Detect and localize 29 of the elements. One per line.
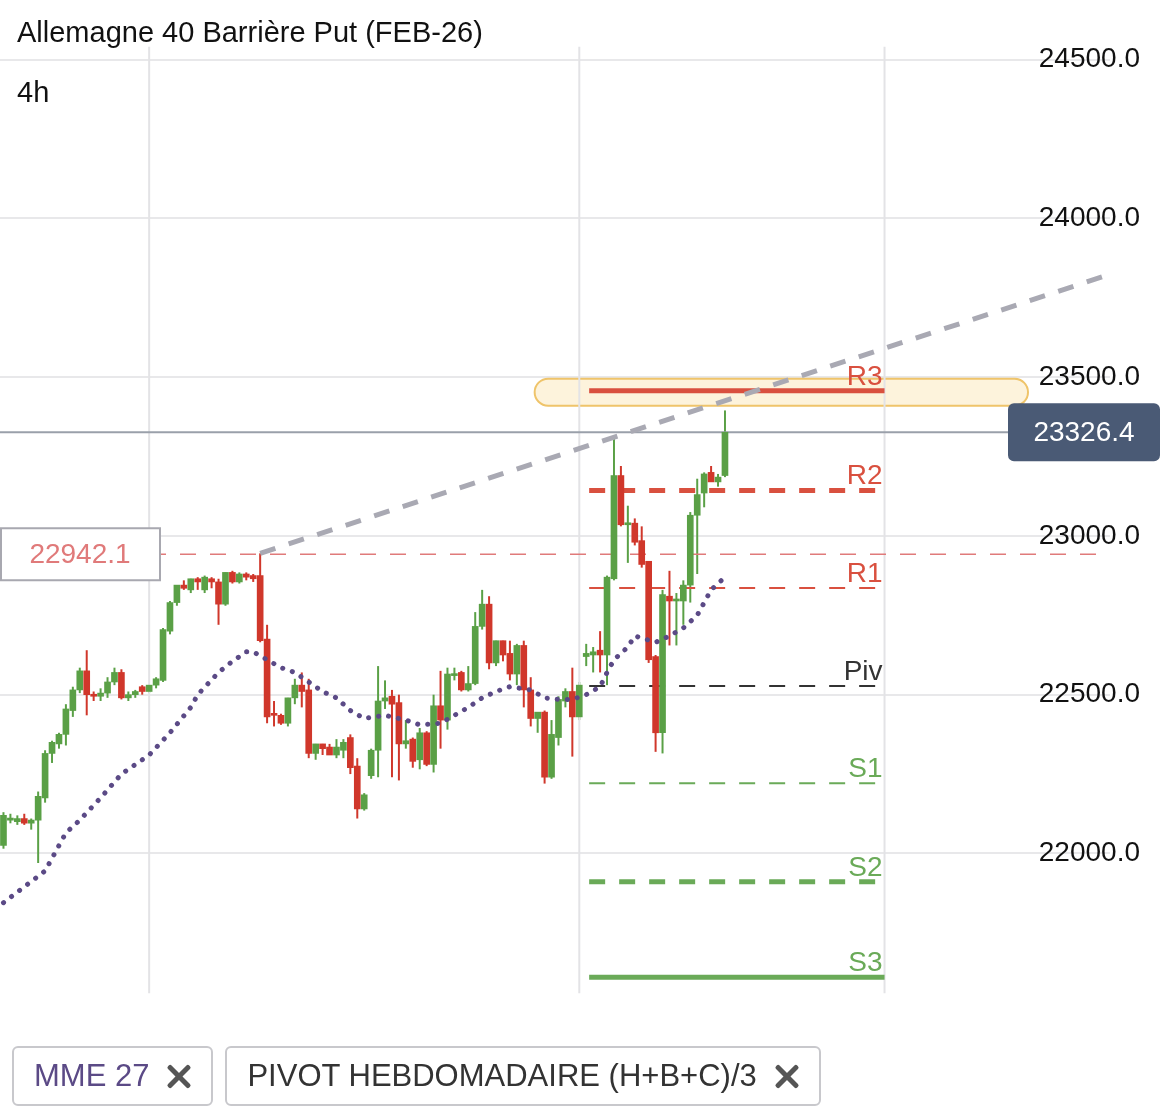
candlestick <box>534 711 541 734</box>
y-tick-label: 24500.0 <box>1038 42 1140 74</box>
candlestick <box>215 577 222 626</box>
candlestick <box>666 569 673 647</box>
y-tick-label: 22500.0 <box>1038 677 1140 709</box>
y-tick-label: 22000.0 <box>1038 836 1140 868</box>
candlestick <box>76 666 84 695</box>
y-tick-label: 23000.0 <box>1038 518 1140 550</box>
y-tick-label: 23500.0 <box>1038 359 1140 391</box>
y-tick-label: 24000.0 <box>1038 201 1140 233</box>
candlestick <box>624 504 632 564</box>
candlestick <box>104 676 111 699</box>
ref-line-label: S3 <box>848 946 883 978</box>
chart-title: Allemagne 40 Barrière Put (FEB-26) <box>17 16 483 49</box>
text: 4h <box>17 76 50 109</box>
candlestick <box>458 669 465 693</box>
candlestick <box>437 669 444 750</box>
candlestick <box>409 736 417 769</box>
ref-line-label: 23326.4 <box>1033 415 1135 447</box>
ref-line-label: S2 <box>848 850 883 882</box>
text: PIVOT HEBDOMADAIRE (H+B+C)/3 <box>247 1058 757 1094</box>
text: MME 27 <box>34 1058 150 1094</box>
ref-line-label: R2 <box>846 459 883 491</box>
ref-line-label: Piv <box>843 655 883 687</box>
ref-line-label: S1 <box>848 752 883 784</box>
candlestick <box>402 719 410 750</box>
ref-line-label: R1 <box>846 556 883 588</box>
ref-line-label: 22942.1 <box>29 537 131 569</box>
candlestick <box>492 639 500 668</box>
